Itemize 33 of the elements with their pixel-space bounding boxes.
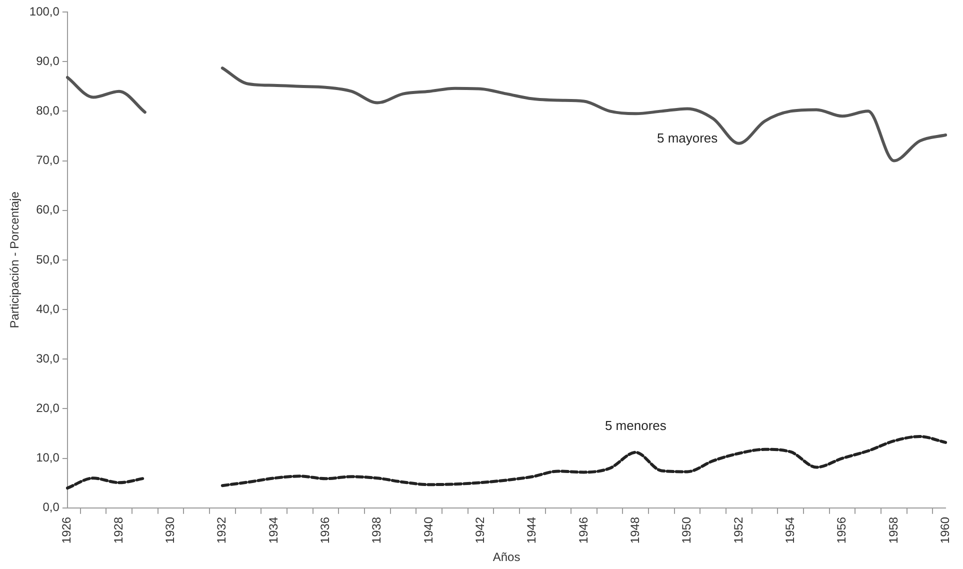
x-tick-label: 1942 xyxy=(473,516,487,544)
x-axis-title: Años xyxy=(492,550,520,564)
y-tick-label: 30,0 xyxy=(36,351,60,366)
y-tick-label: 40,0 xyxy=(36,302,60,316)
x-tick-label: 1956 xyxy=(834,516,849,544)
x-tick-label: 1930 xyxy=(163,516,178,544)
x-tick-label: 1938 xyxy=(370,516,384,544)
y-axis-title: Participación - Porcentaje xyxy=(8,191,22,328)
y-tick-label: 100,0 xyxy=(29,4,60,18)
y-tick-label: 0,0 xyxy=(42,500,60,514)
y-tick-label: 70,0 xyxy=(36,153,60,168)
x-tick-label: 1940 xyxy=(421,516,436,544)
x-tick-label: 1936 xyxy=(318,516,332,544)
y-tick-label: 10,0 xyxy=(36,450,60,465)
x-tick-label: 1960 xyxy=(938,516,952,544)
y-tick-label: 90,0 xyxy=(36,54,60,68)
x-tick-label: 1958 xyxy=(886,516,900,544)
x-tick-label: 1932 xyxy=(214,516,229,544)
y-tick-label: 80,0 xyxy=(36,103,60,118)
x-tick-label: 1952 xyxy=(731,516,746,544)
y-tick-label: 60,0 xyxy=(36,202,60,217)
y-tick-label: 50,0 xyxy=(36,252,60,266)
x-tick-label: 1928 xyxy=(111,516,126,544)
x-tick-label: 1946 xyxy=(576,516,590,544)
x-tick-label: 1948 xyxy=(628,516,642,544)
x-tick-label: 1926 xyxy=(60,516,74,544)
y-tick-label: 20,0 xyxy=(36,401,60,416)
x-tick-label: 1954 xyxy=(782,516,797,544)
series-label: 5 mayores xyxy=(656,130,718,146)
text: 5 menores xyxy=(604,418,667,433)
x-tick-label: 1934 xyxy=(266,516,280,544)
x-tick-label: 1944 xyxy=(524,516,539,544)
x-tick-label: 1950 xyxy=(680,516,694,544)
